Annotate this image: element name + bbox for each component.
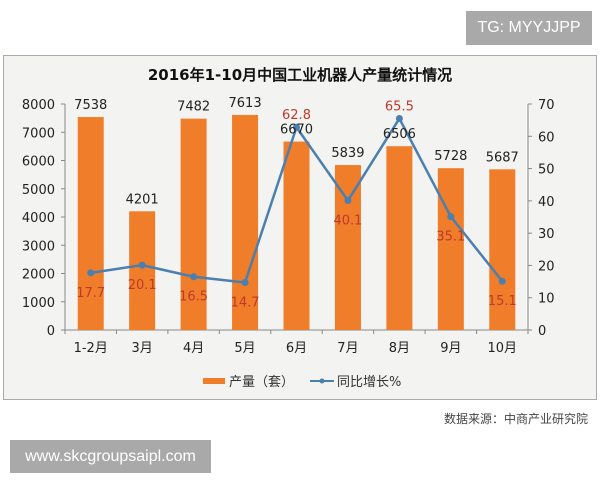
growth-value-label: 35.1 bbox=[436, 230, 465, 245]
x-tick-label: 3月 bbox=[132, 341, 153, 356]
growth-value-label: 40.1 bbox=[333, 214, 362, 229]
watermark-badge-bottom: www.skcgroupsaipl.com bbox=[10, 440, 211, 473]
right-tick-label: 10 bbox=[538, 292, 555, 307]
legend-line-marker bbox=[319, 378, 325, 384]
bar-value-label: 5839 bbox=[331, 146, 364, 161]
legend-line-label: 同比增长% bbox=[337, 375, 401, 390]
growth-point bbox=[87, 269, 95, 277]
growth-point bbox=[190, 273, 198, 281]
bar-value-label: 5728 bbox=[434, 149, 467, 164]
growth-value-label: 14.7 bbox=[231, 296, 260, 311]
left-tick-label: 1000 bbox=[22, 296, 55, 311]
growth-point bbox=[498, 277, 506, 285]
bar bbox=[334, 165, 361, 330]
x-tick-label: 4月 bbox=[183, 341, 204, 356]
right-tick-label: 50 bbox=[538, 163, 555, 178]
left-tick-label: 6000 bbox=[22, 155, 55, 170]
bar-value-label: 6506 bbox=[383, 127, 416, 142]
bar bbox=[489, 169, 516, 330]
bar-value-label: 7482 bbox=[177, 100, 210, 115]
growth-point bbox=[395, 115, 403, 123]
growth-point bbox=[293, 123, 300, 131]
watermark-badge-top: TG: MYYJJPP bbox=[466, 11, 592, 45]
growth-value-label: 65.5 bbox=[385, 100, 414, 115]
x-tick-label: 7月 bbox=[337, 341, 358, 356]
bar bbox=[232, 114, 259, 331]
left-tick-label: 5000 bbox=[22, 183, 55, 198]
growth-value-label: 16.5 bbox=[179, 290, 208, 305]
x-tick-label: 10月 bbox=[488, 341, 518, 356]
bar-value-label: 5687 bbox=[486, 150, 519, 165]
bar bbox=[283, 141, 310, 330]
left-tick-label: 4000 bbox=[22, 211, 55, 226]
bar-value-label: 6670 bbox=[280, 123, 313, 138]
bar bbox=[129, 211, 156, 330]
growth-value-label: 15.1 bbox=[488, 294, 517, 309]
right-tick-label: 70 bbox=[538, 98, 555, 113]
bar-value-label: 7538 bbox=[74, 98, 107, 113]
left-tick-label: 7000 bbox=[22, 126, 55, 141]
left-tick-label: 8000 bbox=[22, 98, 55, 113]
legend-bar-label: 产量（套） bbox=[229, 374, 294, 390]
growth-value-label: 17.7 bbox=[76, 286, 105, 301]
growth-value-label: 20.1 bbox=[128, 278, 157, 293]
growth-point bbox=[447, 213, 455, 221]
left-tick-label: 2000 bbox=[22, 268, 55, 283]
right-tick-label: 30 bbox=[538, 227, 555, 242]
data-source: 数据来源：中商产业研究院 bbox=[443, 412, 588, 426]
x-tick-label: 5月 bbox=[234, 341, 255, 356]
x-tick-label: 8月 bbox=[389, 341, 410, 356]
growth-point bbox=[241, 279, 249, 287]
chart-title: 2016年1-10月中国工业机器人产量统计情况 bbox=[148, 66, 452, 84]
bar bbox=[180, 118, 207, 330]
x-tick-label: 9月 bbox=[440, 341, 461, 356]
growth-point bbox=[344, 197, 352, 205]
bar bbox=[386, 146, 413, 330]
legend-bar-swatch bbox=[203, 378, 225, 384]
growth-value-label: 62.8 bbox=[282, 108, 311, 123]
bar-value-label: 7613 bbox=[229, 96, 262, 111]
x-tick-label: 6月 bbox=[286, 341, 307, 356]
bar bbox=[77, 117, 104, 330]
right-tick-label: 40 bbox=[538, 195, 555, 210]
right-tick-label: 60 bbox=[538, 130, 555, 145]
bar-value-label: 4201 bbox=[126, 192, 159, 207]
x-tick-label: 1-2月 bbox=[74, 341, 108, 356]
left-tick-label: 0 bbox=[47, 324, 55, 339]
legend: 产量（套） 同比增长% bbox=[203, 374, 401, 390]
right-tick-label: 0 bbox=[538, 324, 546, 339]
growth-point bbox=[138, 261, 146, 269]
left-tick-label: 3000 bbox=[22, 239, 55, 254]
bar bbox=[437, 168, 464, 330]
right-tick-label: 20 bbox=[538, 259, 555, 274]
